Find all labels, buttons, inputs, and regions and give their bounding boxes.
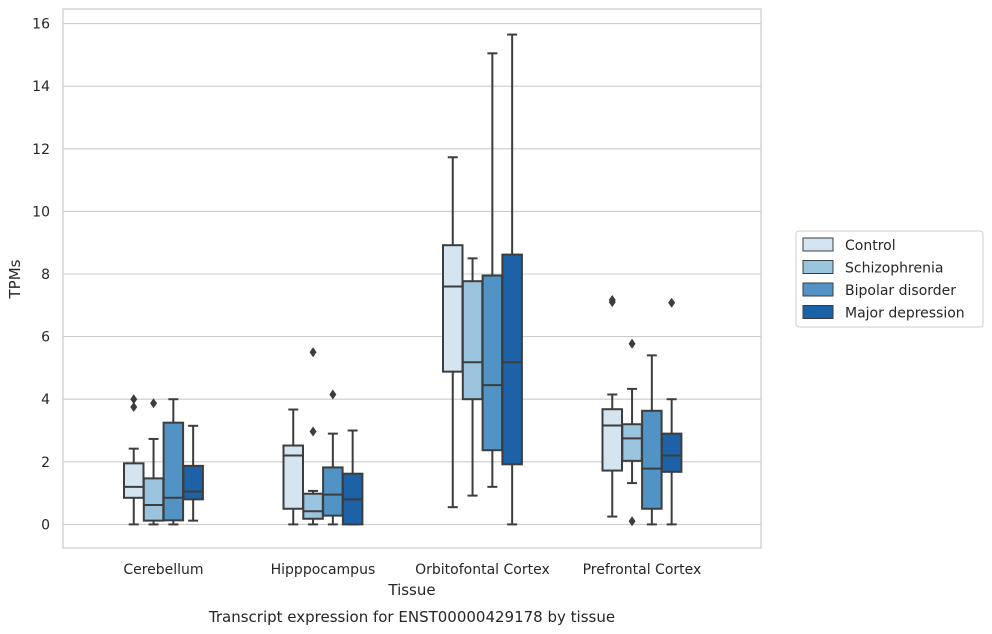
box-bipolar-disorder [481, 52, 504, 488]
y-tick-label: 0 [41, 517, 50, 533]
legend-swatch [802, 305, 834, 319]
box-body [621, 423, 643, 462]
box-body [641, 409, 663, 510]
legend-item: Bipolar disorder [802, 282, 956, 299]
y-axis-label: TPMs [6, 259, 24, 299]
box-schizophrenia [461, 257, 484, 497]
outlier-point [608, 294, 616, 305]
x-tick-label: Cerebellum [123, 562, 203, 578]
box-major-depression [501, 33, 523, 526]
box-body [461, 280, 484, 401]
box-body [442, 244, 464, 373]
legend-item: Major depression [802, 305, 965, 322]
box-bipolar-disorder [641, 354, 663, 526]
y-tick-label: 14 [32, 79, 50, 95]
box-body [142, 477, 165, 522]
box-control [123, 394, 145, 526]
legend-label: Bipolar disorder [845, 283, 956, 299]
outlier-point [130, 402, 138, 413]
box-major-depression [660, 297, 683, 526]
plot-frame [62, 8, 762, 549]
legend-item: Schizophrenia [802, 260, 943, 277]
box-bipolar-disorder [162, 398, 185, 526]
outlier-point [150, 398, 158, 409]
box-body [660, 432, 683, 473]
box-body [601, 408, 623, 472]
legend-items: Control Schizophrenia Bipolar disorder Majo… [802, 237, 965, 322]
legend-label: Schizophrenia [845, 261, 943, 277]
x-tick-label: Orbitofontal Cortex [415, 562, 550, 578]
outlier-point [309, 347, 317, 358]
box-body [302, 492, 324, 520]
outlier-point [628, 338, 636, 349]
outlier-point [130, 394, 138, 405]
box-body [182, 464, 204, 501]
box-control [442, 156, 464, 509]
legend: Control Schizophrenia Bipolar disorder Majo… [795, 230, 984, 328]
box-schizophrenia [142, 398, 165, 526]
legend-frame [795, 230, 984, 328]
y-tick-label: 12 [32, 142, 50, 158]
legend-swatch [802, 260, 834, 274]
y-tick-label: 6 [41, 330, 50, 346]
x-tick-label: Prefrontal Cortex [583, 562, 702, 578]
box-control [282, 408, 304, 526]
y-tick-label: 10 [32, 204, 50, 220]
chart-caption: Transcript expression for ENST0000042917… [208, 608, 615, 626]
outlier-point [329, 389, 337, 400]
legend-swatch [802, 282, 834, 297]
box-body [501, 253, 523, 466]
box-body [322, 466, 344, 517]
box-bipolar-disorder [322, 389, 344, 526]
box-major-depression [341, 429, 364, 526]
legend-swatch [802, 237, 834, 252]
y-tick-label: 4 [41, 392, 50, 408]
box-control [601, 294, 623, 518]
legend-item: Control [802, 237, 896, 254]
y-tick-label: 16 [32, 17, 50, 33]
box-body [123, 462, 145, 499]
box-major-depression [182, 424, 204, 522]
x-tick-label: Hipppocampus [271, 562, 376, 578]
box-body [162, 421, 185, 522]
box-body [282, 444, 304, 510]
y-tick-label: 2 [41, 455, 50, 471]
outlier-point [668, 297, 676, 308]
box-schizophrenia [621, 338, 643, 527]
outlier-point [628, 516, 636, 527]
x-tick-labels: Cerebellum Hipppocampus Orbitofontal Corte… [123, 562, 701, 578]
box-body [481, 274, 504, 452]
box-schizophrenia [302, 347, 324, 526]
y-tick-labels: 0 2 4 6 8 10 12 14 16 [32, 17, 50, 534]
x-axis-label: Tissue [387, 581, 435, 599]
outlier-point [309, 426, 317, 437]
legend-label: Major depression [845, 306, 965, 322]
y-tick-label: 8 [41, 267, 50, 283]
boxes-layer [123, 33, 683, 527]
legend-label: Control [845, 238, 896, 254]
